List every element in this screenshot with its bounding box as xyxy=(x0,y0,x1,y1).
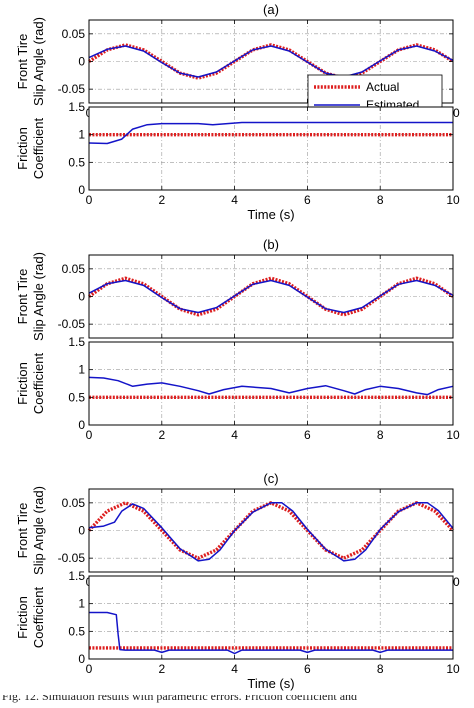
y-tick-label: 0 xyxy=(78,652,85,666)
y-tick-label: -0.05 xyxy=(58,82,86,96)
y-tick-label: 0 xyxy=(78,290,85,304)
x-tick-label: 0 xyxy=(86,193,93,207)
panel-label: (a) xyxy=(263,2,279,17)
series-line-estimated xyxy=(88,279,454,314)
y-tick-label: 1 xyxy=(78,363,85,377)
y-tick-label: 0 xyxy=(78,524,85,538)
figure-caption: Fig. 12. Simulation results with paramet… xyxy=(2,689,358,703)
legend-label-actual: Actual xyxy=(366,80,399,94)
x-tick-label: 10 xyxy=(446,662,460,676)
y-tick-label: 0 xyxy=(78,183,85,197)
y-axis-label-line2: Slip Angle (rad) xyxy=(31,252,46,341)
y-tick-label: 0.5 xyxy=(68,390,85,404)
x-axis-label: Time (s) xyxy=(247,207,294,222)
y-axis-label-line1: Friction xyxy=(15,596,30,639)
y-axis-label-line1: Friction xyxy=(15,362,30,405)
x-tick-label: 6 xyxy=(304,193,311,207)
y-tick-label: 0.05 xyxy=(62,496,86,510)
y-tick-label: 0 xyxy=(78,55,85,69)
x-tick-label: 6 xyxy=(304,428,311,442)
panel-6: 0 2 4 6 8 10 0 0.5 1 1.5 Friction Coefficient Time (… xyxy=(15,569,460,691)
y-axis-label-line2: Coefficient xyxy=(31,118,46,180)
x-tick-label: 4 xyxy=(231,428,238,442)
y-tick-label: 1.5 xyxy=(68,100,85,114)
x-tick-label: 8 xyxy=(377,662,384,676)
axes-frame xyxy=(88,575,454,660)
series-line-estimated xyxy=(88,376,454,396)
x-axis-label: Time (s) xyxy=(247,676,294,691)
plot-area xyxy=(89,342,453,425)
y-axis-label-line1: Front Tire xyxy=(15,503,30,559)
x-tick-label: 8 xyxy=(377,428,384,442)
x-tick-label: 0 xyxy=(86,662,93,676)
panel-4: 0 2 4 6 8 10 0 0.5 1 1.5 Friction Coefficient xyxy=(15,335,460,442)
x-tick-label: 0 xyxy=(86,428,93,442)
y-tick-label: 1 xyxy=(78,597,85,611)
series-line-estimated xyxy=(89,611,453,655)
axes-frame xyxy=(88,106,454,191)
y-tick-label: 0.05 xyxy=(62,262,86,276)
y-axis-label-line2: Coefficient xyxy=(31,587,46,649)
series-line-estimated xyxy=(88,502,454,562)
y-tick-label: 0 xyxy=(78,418,85,432)
x-tick-label: 4 xyxy=(231,193,238,207)
axes-frame xyxy=(88,341,454,426)
y-axis-label-line1: Front Tire xyxy=(15,269,30,325)
y-axis-label-line2: Slip Angle (rad) xyxy=(31,486,46,575)
plot-area xyxy=(89,576,453,659)
x-tick-label: 8 xyxy=(377,193,384,207)
series-line-estimated xyxy=(88,45,454,78)
x-tick-label: 10 xyxy=(446,193,460,207)
y-tick-label: 0.5 xyxy=(68,155,85,169)
y-tick-label: 1 xyxy=(78,128,85,142)
series-line-estimated xyxy=(88,121,453,145)
x-tick-label: 2 xyxy=(158,428,165,442)
y-tick-label: 0.5 xyxy=(68,624,85,638)
y-tick-label: 0.05 xyxy=(62,27,86,41)
y-axis-label-line2: Coefficient xyxy=(31,353,46,415)
x-tick-label: 4 xyxy=(231,662,238,676)
y-tick-label: -0.05 xyxy=(58,551,86,565)
panel-label: (c) xyxy=(263,471,278,486)
y-axis-label-line2: Slip Angle (rad) xyxy=(31,17,46,106)
panel-label: (b) xyxy=(263,237,279,252)
panel-3: -0.05 0 0.05 Front Tire Slip Angle (rad) (b) xyxy=(15,237,454,341)
y-axis-label-line1: Front Tire xyxy=(15,34,30,90)
x-tick-label: 10 xyxy=(446,428,460,442)
panel-2: 0 2 4 6 8 10 0 0.5 1 1.5 Friction Coefficient Time (… xyxy=(15,100,460,222)
plot-area xyxy=(89,107,453,190)
x-tick-label: 2 xyxy=(158,662,165,676)
y-axis-label-line1: Friction xyxy=(15,127,30,170)
y-tick-label: 1.5 xyxy=(68,569,85,583)
y-tick-label: 1.5 xyxy=(68,335,85,349)
x-tick-label: 2 xyxy=(158,193,165,207)
x-tick-label: 6 xyxy=(304,662,311,676)
y-tick-label: -0.05 xyxy=(58,317,86,331)
